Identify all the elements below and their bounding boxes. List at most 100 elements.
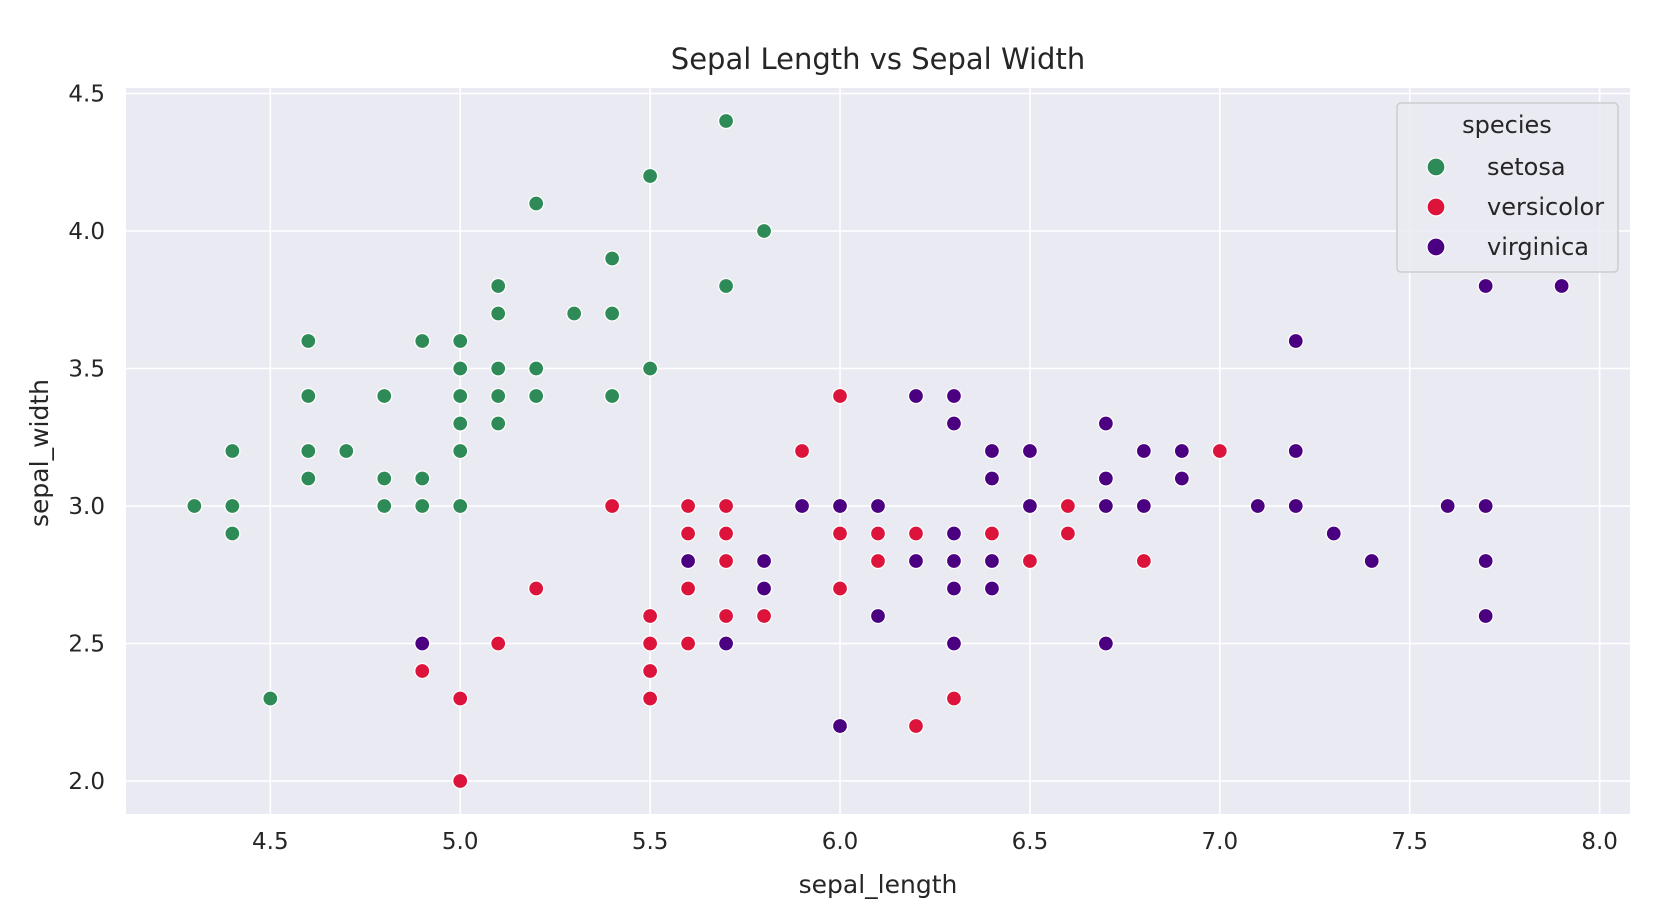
point-versicolor: [603, 497, 621, 515]
point-setosa: [490, 415, 507, 432]
point-setosa: [300, 442, 317, 460]
point-versicolor: [641, 662, 659, 680]
legend-marker-virginica: [1426, 237, 1446, 257]
point-virginica: [1325, 525, 1342, 542]
point-setosa: [224, 442, 241, 460]
point-virginica: [1477, 552, 1494, 570]
y-tick-label: 3.5: [68, 357, 105, 383]
point-versicolor: [452, 690, 469, 707]
point-virginica: [1097, 470, 1115, 487]
legend-title: species: [1462, 111, 1552, 139]
point-setosa: [528, 387, 545, 405]
point-versicolor: [755, 607, 773, 625]
point-setosa: [755, 222, 773, 240]
point-virginica: [831, 497, 849, 515]
point-virginica: [983, 442, 1001, 460]
point-versicolor: [717, 607, 735, 625]
point-virginica: [945, 415, 963, 432]
point-virginica: [755, 580, 773, 597]
point-virginica: [1477, 607, 1494, 625]
x-tick-label: 6.0: [822, 829, 859, 855]
point-setosa: [528, 360, 545, 377]
point-versicolor: [414, 662, 431, 680]
point-setosa: [490, 360, 507, 377]
point-versicolor: [869, 552, 887, 570]
point-setosa: [490, 305, 507, 322]
legend-marker-setosa: [1426, 157, 1446, 177]
point-virginica: [945, 525, 963, 542]
x-tick-label: 8.0: [1581, 829, 1618, 855]
point-versicolor: [717, 525, 735, 542]
y-tick-label: 4.5: [68, 82, 105, 108]
legend-marker-versicolor: [1426, 197, 1446, 217]
point-setosa: [490, 387, 507, 405]
point-setosa: [376, 497, 393, 515]
point-virginica: [1439, 497, 1456, 515]
point-setosa: [641, 360, 659, 377]
point-setosa: [186, 497, 203, 515]
point-setosa: [641, 167, 659, 185]
legend-label-versicolor: versicolor: [1487, 193, 1604, 221]
point-virginica: [831, 717, 849, 735]
point-virginica: [869, 497, 887, 515]
point-virginica: [1097, 497, 1115, 515]
y-tick-labels: 2.0 2.5 3.0 3.5 4.0 4.5: [68, 82, 105, 796]
point-setosa: [338, 442, 355, 460]
point-setosa: [490, 277, 507, 295]
point-versicolor: [490, 635, 507, 652]
point-setosa: [452, 332, 469, 350]
point-setosa: [300, 470, 317, 487]
point-setosa: [376, 387, 393, 405]
point-versicolor: [641, 635, 659, 652]
point-setosa: [452, 442, 469, 460]
point-virginica: [1021, 497, 1039, 515]
x-tick-label: 5.0: [442, 829, 479, 855]
point-virginica: [1173, 442, 1190, 460]
point-versicolor: [907, 717, 925, 735]
point-versicolor: [869, 525, 887, 542]
data-points: [186, 112, 1570, 790]
point-setosa: [376, 470, 393, 487]
point-virginica: [1021, 442, 1039, 460]
point-virginica: [1477, 497, 1494, 515]
point-versicolor: [831, 580, 849, 597]
point-virginica: [945, 552, 963, 570]
point-versicolor: [679, 580, 697, 597]
point-virginica: [1477, 277, 1494, 295]
point-virginica: [983, 552, 1001, 570]
point-virginica: [1135, 442, 1153, 460]
x-tick-label: 7.5: [1391, 829, 1428, 855]
y-tick-label: 2.5: [68, 632, 105, 658]
point-virginica: [983, 470, 1001, 487]
y-tick-label: 2.0: [68, 769, 105, 795]
point-versicolor: [679, 525, 697, 542]
point-virginica: [1287, 497, 1304, 515]
point-versicolor: [945, 690, 963, 707]
point-setosa: [414, 332, 431, 350]
point-virginica: [945, 580, 963, 597]
x-tick-labels: 4.5 5.0 5.5 6.0 6.5 7.0 7.5 8.0: [252, 829, 1618, 855]
point-setosa: [566, 305, 583, 322]
point-versicolor: [793, 442, 811, 460]
point-setosa: [452, 415, 469, 432]
point-setosa: [414, 470, 431, 487]
point-versicolor: [717, 552, 735, 570]
point-virginica: [1287, 442, 1304, 460]
legend-label-virginica: virginica: [1487, 233, 1589, 261]
point-versicolor: [907, 525, 925, 542]
point-setosa: [262, 690, 279, 707]
point-versicolor: [717, 497, 735, 515]
point-virginica: [1287, 332, 1304, 350]
x-tick-label: 4.5: [252, 829, 289, 855]
point-setosa: [452, 387, 469, 405]
point-virginica: [945, 635, 963, 652]
point-setosa: [603, 305, 621, 322]
point-setosa: [300, 387, 317, 405]
point-versicolor: [1059, 497, 1077, 515]
point-versicolor: [452, 772, 469, 790]
point-virginica: [907, 387, 925, 405]
point-setosa: [717, 277, 735, 295]
point-setosa: [603, 250, 621, 267]
point-virginica: [793, 497, 811, 515]
point-virginica: [907, 552, 925, 570]
